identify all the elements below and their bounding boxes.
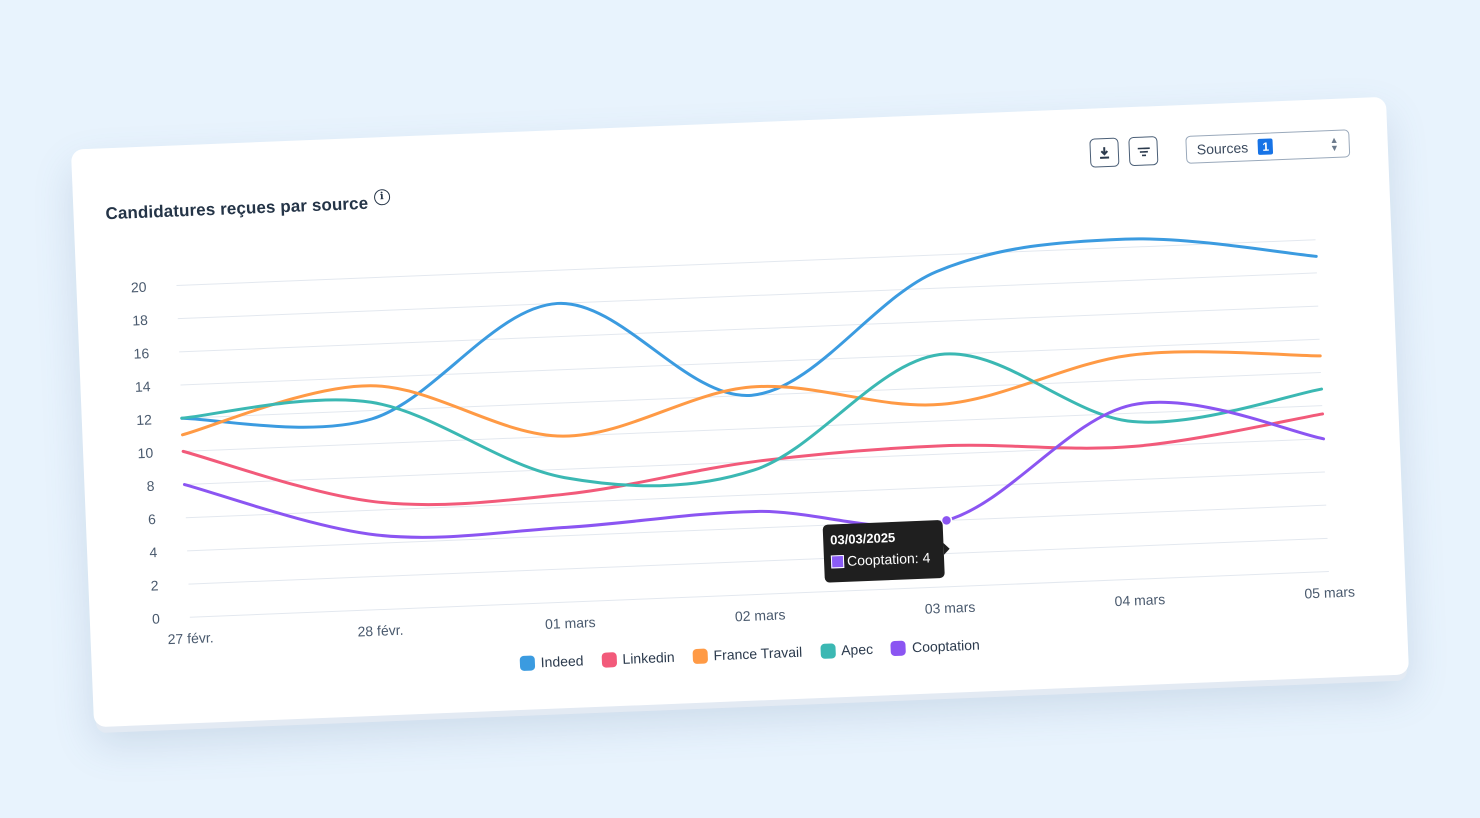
grid-line [180,338,1320,386]
grid-line [188,537,1328,585]
download-icon [1100,147,1110,159]
grid-line [185,471,1325,519]
grid-line [177,272,1317,320]
chart-toolbar: Sources 1 ▲ ▼ [1089,128,1351,168]
filter-button[interactable] [1128,136,1159,167]
y-tick-label: 14 [135,378,151,395]
x-tick-label: 05 mars [1304,583,1355,601]
chart-tooltip: 03/03/2025 Cooptation: 4 [822,519,950,583]
grid-line [187,504,1327,552]
grid-line [179,305,1319,353]
legend-item-indeed[interactable]: Indeed [519,652,584,671]
x-tick-label: 04 mars [1114,591,1165,609]
legend-swatch [890,640,907,656]
filter-icon [1137,146,1150,156]
x-tick-label: 27 févr. [167,629,214,647]
series-line-cooptation[interactable] [182,396,1327,556]
grid-line [176,239,1316,287]
legend-item-apec[interactable]: Apec [819,640,874,659]
y-tick-label: 20 [131,279,147,296]
x-tick-label: 28 févr. [357,622,404,640]
series-line-indeed[interactable] [176,231,1321,432]
legend-swatch [819,642,836,659]
tooltip-row: Cooptation: 4 [830,549,938,569]
tooltip-value: Cooptation: 4 [846,549,931,569]
series-line-france-travail[interactable] [180,346,1322,451]
x-tick-label: 01 mars [545,614,596,632]
y-tick-label: 6 [148,511,157,527]
download-button[interactable] [1089,137,1120,168]
legend-item-linkedin[interactable]: Linkedin [601,649,675,668]
legend-label: Apec [840,640,874,659]
grid-line [183,405,1323,452]
tooltip-arrow [943,542,950,555]
y-tick-label: 0 [152,610,161,626]
y-tick-label: 16 [133,345,149,362]
legend-swatch [692,648,708,664]
tooltip-date: 03/03/2025 [829,529,896,548]
y-tick-label: 12 [136,411,152,428]
legend-swatch [601,651,617,668]
highlighted-data-point[interactable] [940,514,953,527]
x-tick-label: 02 mars [735,606,786,624]
chart-card: Candidatures reçues par source i Sources [70,96,1410,728]
legend-label: Linkedin [622,648,675,667]
y-tick-label: 4 [149,544,158,560]
y-tick-label: 10 [137,445,153,462]
line-chart: 0 2 4 6 8 10 12 14 16 18 20 27 févr. 28 févr. 01 mar… [131,231,1355,647]
y-tick-label: 18 [132,312,148,329]
tooltip-swatch [830,554,845,568]
y-tick-label: 8 [146,478,155,494]
y-tick-label: 2 [150,577,159,593]
legend-swatch [519,654,536,671]
series-line-apec[interactable] [180,339,1324,505]
legend-label: Indeed [540,652,584,671]
legend-label: Cooptation [911,636,981,656]
grid-line [189,570,1329,618]
x-tick-label: 03 mars [924,599,975,617]
series-line-linkedin[interactable] [181,406,1325,515]
